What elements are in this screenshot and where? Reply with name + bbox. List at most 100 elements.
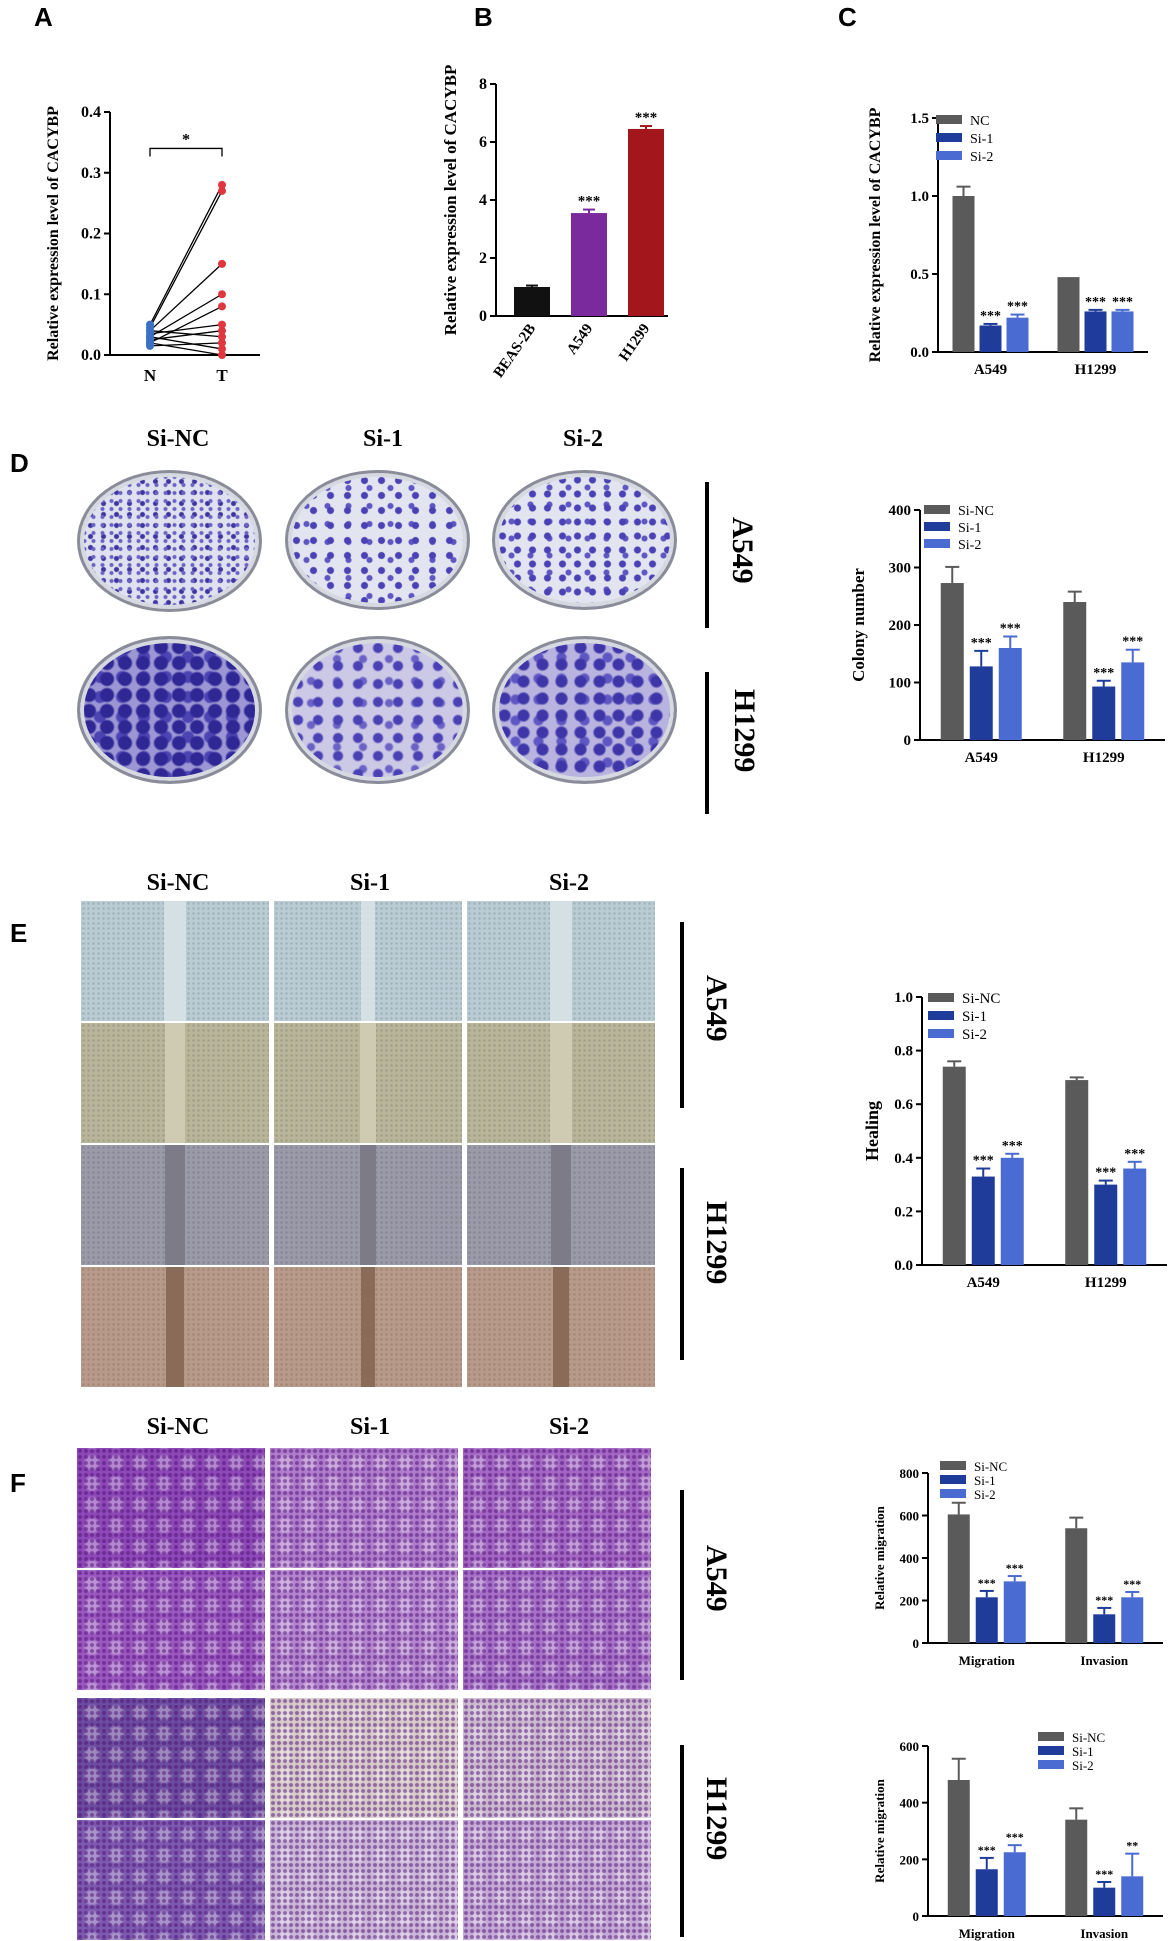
legend-label: Si-2 xyxy=(962,1027,987,1043)
y-tick-label: 0 xyxy=(913,1636,920,1651)
legend-label: Si-2 xyxy=(958,538,981,553)
paired-line xyxy=(149,336,223,350)
significance-label: *** xyxy=(1085,295,1106,310)
wound-image xyxy=(80,1144,270,1266)
legend-swatch xyxy=(924,522,950,531)
bar xyxy=(1111,311,1134,352)
point-t xyxy=(218,180,226,189)
bar xyxy=(1065,1080,1089,1265)
legend-label: NC xyxy=(970,114,989,129)
y-tick-label: 1.0 xyxy=(910,189,929,205)
bar xyxy=(1063,602,1087,740)
point-n xyxy=(146,326,154,335)
transwell-image xyxy=(269,1447,459,1569)
y-tick-label: 0 xyxy=(904,733,912,749)
significance-label: *** xyxy=(1007,300,1028,315)
x-tick-label: H1299 xyxy=(1083,750,1125,766)
y-tick-label: 0.2 xyxy=(894,1204,913,1220)
y-tick-label: 400 xyxy=(889,503,912,519)
transwell-image xyxy=(76,1697,266,1819)
y-tick-label: 600 xyxy=(900,1509,920,1524)
x-tick-label: H1299 xyxy=(1075,362,1117,378)
significance-label: *** xyxy=(973,1154,994,1169)
chart-f1: 0 200 400 600 800 Relative migration *** *** Mig… xyxy=(872,1459,1163,1668)
significance-label: *** xyxy=(1000,622,1021,637)
y-axis-label: Relative expression level of CACYBP xyxy=(867,107,884,362)
x-tick-label: A549 xyxy=(974,362,1007,378)
wound-image xyxy=(80,1266,270,1388)
point-t xyxy=(218,320,226,329)
chart-f2: 0 200 400 600 Relative migration *** *** Migrat… xyxy=(872,1730,1163,1941)
y-axis-label: Relative migration xyxy=(872,1505,887,1609)
y-tick-label: 0.8 xyxy=(894,1044,913,1060)
panel-letter-b: B xyxy=(474,2,493,32)
bracket-a549-f xyxy=(680,1490,684,1680)
bar xyxy=(979,325,1002,352)
paired-line xyxy=(149,305,223,344)
wound-image xyxy=(466,1266,656,1388)
significance-label: *** xyxy=(1093,666,1114,681)
cell-label-h1299-d: H1299 xyxy=(728,689,761,773)
significance-label: *** xyxy=(1123,1577,1141,1591)
y-axis-label: Relative migration xyxy=(872,1778,887,1882)
transwell-image xyxy=(462,1569,652,1691)
legend-swatch xyxy=(940,1475,966,1484)
cell-label-a549-f: A549 xyxy=(700,1545,733,1612)
y-tick-label: 0.4 xyxy=(894,1151,913,1167)
significance-label: *** xyxy=(1006,1561,1024,1575)
legend-swatch xyxy=(928,1029,954,1038)
y-axis-label: Colony number xyxy=(849,568,868,682)
y-tick-label: 0.3 xyxy=(81,165,101,182)
x-tick-label: N xyxy=(144,366,157,385)
bar xyxy=(1123,1168,1147,1265)
x-tick-label: Migration xyxy=(959,1653,1016,1668)
y-tick-label: 0.0 xyxy=(894,1258,913,1274)
bar xyxy=(1121,1597,1144,1643)
colony-plate-h1299-si-nc xyxy=(77,636,262,784)
bar xyxy=(514,287,550,316)
x-tick-label: A549 xyxy=(564,321,596,357)
condition-label-si-2: Si-2 xyxy=(562,426,603,452)
y-tick-label: 400 xyxy=(900,1796,920,1811)
point-n xyxy=(146,338,154,347)
significance-label: *** xyxy=(578,194,601,210)
chart-e: 0.0 0.2 0.4 0.6 0.8 1.0 Healing *** *** A549 *** **… xyxy=(862,990,1167,1291)
wound-healing-grid xyxy=(80,900,660,1388)
paired-line xyxy=(149,342,223,356)
bar xyxy=(1003,1581,1026,1643)
colony-plate-h1299-si-1 xyxy=(285,636,470,784)
cell-label-h1299-e: H1299 xyxy=(700,1201,733,1285)
transwell-image xyxy=(462,1819,652,1941)
chart-b: 0 2 4 6 8 Relative expression level of CACYBP… xyxy=(441,65,668,381)
bracket-h1299-e xyxy=(680,1168,684,1360)
point-t xyxy=(218,332,226,341)
bracket-h1299-f xyxy=(680,1745,684,1937)
colony-plate-a549-si-2 xyxy=(492,470,677,610)
transwell-image xyxy=(76,1819,266,1941)
significance-label: *** xyxy=(1095,1593,1113,1607)
y-tick-label: 2 xyxy=(479,250,487,267)
bar xyxy=(940,583,964,740)
legend-label: Si-NC xyxy=(974,1459,1007,1474)
bar xyxy=(1065,1819,1088,1916)
y-tick-label: 0.5 xyxy=(910,267,929,283)
y-axis-label: Relative expression level of CACYBP xyxy=(45,106,62,361)
bar xyxy=(1003,1852,1026,1916)
legend-label: Si-1 xyxy=(974,1473,996,1488)
point-t xyxy=(218,302,226,311)
paired-line xyxy=(149,330,223,338)
bar xyxy=(975,1597,998,1643)
cell-label-a549-d: A549 xyxy=(726,517,759,584)
wound-image xyxy=(273,1266,463,1388)
panel-letter-d: D xyxy=(10,448,29,478)
panel-letter-f: F xyxy=(10,1468,26,1498)
chart-c: 0.0 0.5 1.0 1.5 Relative expression level of… xyxy=(867,107,1148,378)
bar xyxy=(971,1176,995,1265)
y-tick-label: 100 xyxy=(889,676,912,692)
panel-letter-e: E xyxy=(10,918,28,948)
bar xyxy=(571,213,607,316)
transwell-image xyxy=(269,1697,459,1819)
transwell-image xyxy=(462,1447,652,1569)
y-tick-label: 0 xyxy=(479,308,487,325)
bracket-a549-d xyxy=(705,482,709,628)
